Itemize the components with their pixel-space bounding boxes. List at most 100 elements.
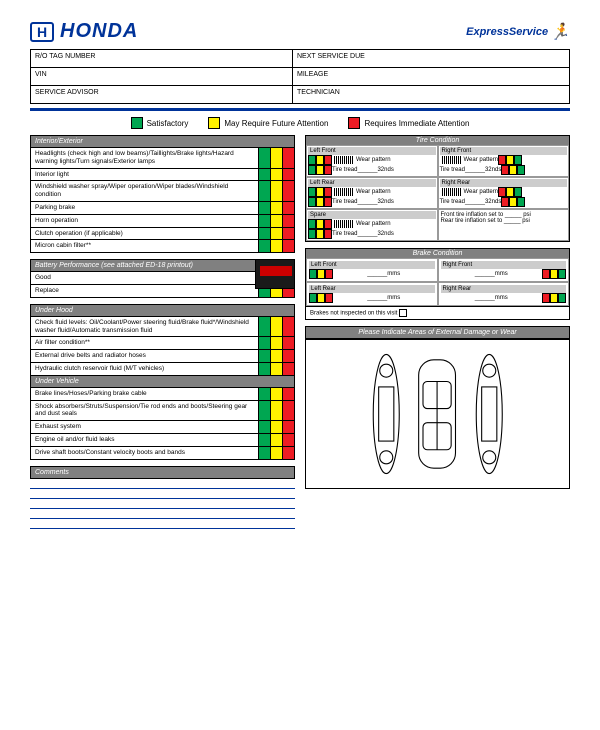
- divider-bar: [30, 108, 570, 111]
- check-row[interactable]: Horn operation: [30, 215, 295, 228]
- check-label: Horn operation: [31, 215, 258, 227]
- yellow-check[interactable]: [270, 181, 282, 201]
- legend: Satisfactory May Require Future Attentio…: [30, 117, 570, 129]
- left-column: Interior/Exterior Headlights (check high…: [30, 135, 295, 529]
- main-columns: Interior/Exterior Headlights (check high…: [30, 135, 570, 529]
- checkbox-icon[interactable]: [399, 309, 407, 317]
- green-check[interactable]: [258, 401, 270, 421]
- red-check[interactable]: [282, 148, 294, 168]
- yellow-check[interactable]: [270, 228, 282, 240]
- brand-text: HONDA: [60, 20, 138, 43]
- yellow-check[interactable]: [270, 401, 282, 421]
- check-row[interactable]: Interior light: [30, 169, 295, 182]
- runner-icon: 🏃: [550, 22, 570, 42]
- green-check[interactable]: [258, 181, 270, 201]
- tire-inflation[interactable]: Front tire inflation set to _____ psiRea…: [438, 209, 570, 241]
- brake-note[interactable]: Brakes not inspected on this visit: [305, 307, 570, 320]
- next-service-field[interactable]: NEXT SERVICE DUE: [293, 50, 570, 68]
- check-row[interactable]: Check fluid levels: Oil/Coolant/Power st…: [30, 317, 295, 338]
- check-row[interactable]: Parking brake: [30, 202, 295, 215]
- red-check[interactable]: [282, 363, 294, 375]
- check-row[interactable]: Hydraulic clutch reservoir fluid (M/T ve…: [30, 363, 295, 376]
- car-side-right-icon: [473, 349, 506, 479]
- advisor-field[interactable]: SERVICE ADVISOR: [31, 86, 293, 104]
- check-label: Good: [31, 272, 258, 284]
- green-check[interactable]: [258, 169, 270, 181]
- red-check[interactable]: [282, 350, 294, 362]
- red-check[interactable]: [282, 337, 294, 349]
- check-row[interactable]: Windshield washer spray/Wiper operation/…: [30, 181, 295, 202]
- check-label: Hydraulic clutch reservoir fluid (M/T ve…: [31, 363, 258, 375]
- green-check[interactable]: [258, 148, 270, 168]
- red-check[interactable]: [282, 388, 294, 400]
- tire-cell[interactable]: Left Rear Wear pattern Tire tread______3…: [306, 177, 438, 209]
- check-row[interactable]: Exhaust system: [30, 421, 295, 434]
- check-row[interactable]: Drive shaft boots/Constant velocity boot…: [30, 447, 295, 460]
- brake-cell[interactable]: Left Rear ______mms: [306, 282, 438, 306]
- tread-pattern-icon: [334, 156, 354, 164]
- green-check[interactable]: [258, 350, 270, 362]
- green-check[interactable]: [258, 434, 270, 446]
- green-check[interactable]: [258, 337, 270, 349]
- green-check[interactable]: [258, 317, 270, 337]
- vin-field[interactable]: VIN: [31, 68, 293, 86]
- tire-cell[interactable]: Right Front Wear pattern Tire tread_____…: [438, 145, 570, 177]
- yellow-check[interactable]: [270, 434, 282, 446]
- check-label: Interior light: [31, 169, 258, 181]
- green-check[interactable]: [258, 228, 270, 240]
- red-check[interactable]: [282, 169, 294, 181]
- green-check[interactable]: [258, 421, 270, 433]
- check-row[interactable]: External drive belts and radiator hoses: [30, 350, 295, 363]
- red-check[interactable]: [282, 401, 294, 421]
- technician-field[interactable]: TECHNICIAN: [293, 86, 570, 104]
- red-check[interactable]: [282, 202, 294, 214]
- red-check[interactable]: [282, 181, 294, 201]
- yellow-check[interactable]: [270, 421, 282, 433]
- damage-diagram[interactable]: [305, 339, 570, 489]
- check-row[interactable]: Engine oil and/or fluid leaks: [30, 434, 295, 447]
- check-row[interactable]: Brake lines/Hoses/Parking brake cable: [30, 388, 295, 401]
- red-check[interactable]: [282, 317, 294, 337]
- green-check[interactable]: [258, 363, 270, 375]
- red-check[interactable]: [282, 228, 294, 240]
- green-check[interactable]: [258, 215, 270, 227]
- check-row[interactable]: Clutch operation (if applicable): [30, 228, 295, 241]
- brake-cell[interactable]: Left Front ______mms: [306, 258, 438, 282]
- red-check[interactable]: [282, 447, 294, 459]
- check-row[interactable]: Air filter condition**: [30, 337, 295, 350]
- red-check[interactable]: [282, 215, 294, 227]
- tire-position: Right Front: [440, 147, 568, 155]
- yellow-check[interactable]: [270, 169, 282, 181]
- check-row[interactable]: Micron cabin filter**: [30, 240, 295, 253]
- yellow-check[interactable]: [270, 388, 282, 400]
- red-check[interactable]: [282, 434, 294, 446]
- yellow-check[interactable]: [270, 240, 282, 252]
- check-row[interactable]: Shock absorbers/Struts/Suspension/Tie ro…: [30, 401, 295, 422]
- yellow-check[interactable]: [270, 447, 282, 459]
- red-check[interactable]: [282, 421, 294, 433]
- yellow-check[interactable]: [270, 202, 282, 214]
- tire-cell[interactable]: Right Rear Wear pattern Tire tread______…: [438, 177, 570, 209]
- honda-h-icon: H: [30, 22, 54, 42]
- mileage-field[interactable]: MILEAGE: [293, 68, 570, 86]
- green-check[interactable]: [258, 388, 270, 400]
- yellow-check[interactable]: [270, 215, 282, 227]
- green-check[interactable]: [258, 202, 270, 214]
- green-check[interactable]: [258, 447, 270, 459]
- yellow-check[interactable]: [270, 350, 282, 362]
- check-row[interactable]: Headlights (check high and low beams)/Ta…: [30, 148, 295, 169]
- yellow-box-icon: [208, 117, 220, 129]
- tire-position: Right Rear: [440, 179, 568, 187]
- brake-cell[interactable]: Right Front ______mms: [438, 258, 570, 282]
- red-check[interactable]: [282, 240, 294, 252]
- green-check[interactable]: [258, 240, 270, 252]
- ro-tag-field[interactable]: R/O TAG NUMBER: [31, 50, 293, 68]
- tire-cell[interactable]: Left Front Wear pattern Tire tread______…: [306, 145, 438, 177]
- brake-cell[interactable]: Right Rear ______mms: [438, 282, 570, 306]
- yellow-check[interactable]: [270, 363, 282, 375]
- comments-lines[interactable]: [30, 479, 295, 529]
- tire-spare[interactable]: Spare Wear pattern Tire tread______32nds: [306, 209, 438, 241]
- yellow-check[interactable]: [270, 337, 282, 349]
- yellow-check[interactable]: [270, 148, 282, 168]
- yellow-check[interactable]: [270, 317, 282, 337]
